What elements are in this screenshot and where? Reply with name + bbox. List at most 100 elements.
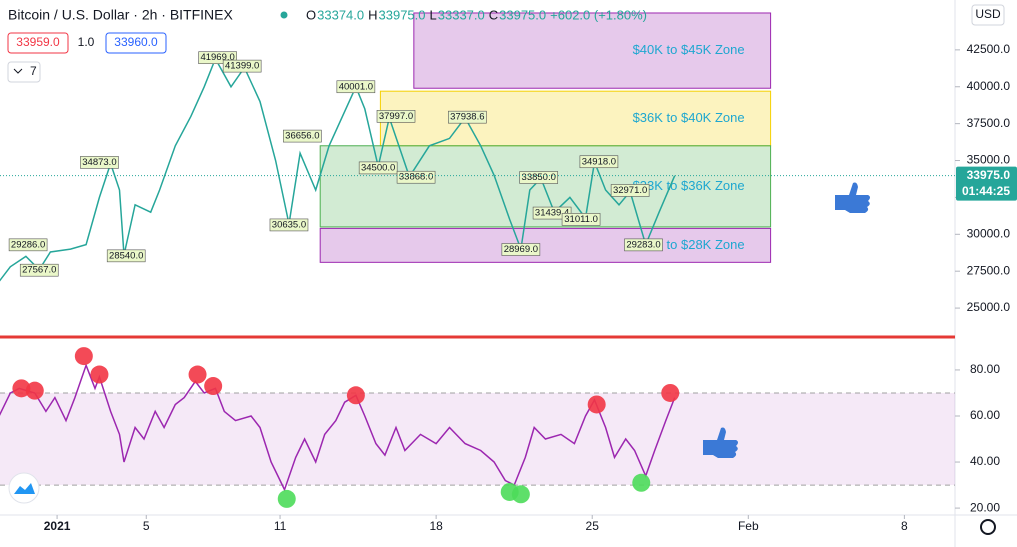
axes: 25000.027500.030000.032500.035000.037500… bbox=[44, 42, 1017, 533]
price-callout bbox=[283, 129, 322, 143]
currency[interactable]: USD bbox=[975, 7, 1001, 21]
signal-dot bbox=[25, 381, 44, 400]
signal-dot bbox=[74, 347, 93, 366]
price-callout bbox=[269, 218, 309, 232]
price-callout bbox=[336, 80, 376, 94]
price-callout-label: 29286.0 bbox=[11, 239, 45, 250]
zones: $40K to $45K Zone $36K to $40K Zone $33K t… bbox=[319, 12, 772, 263]
zone bbox=[319, 227, 772, 263]
symbol-title: Bitcoin / U.S. Dollar · 2h · BITFINEX bbox=[8, 7, 233, 23]
signal-dot bbox=[346, 386, 365, 405]
signal-dot bbox=[204, 377, 223, 396]
price-callout bbox=[222, 59, 262, 73]
sell-price[interactable]: 33959.0 bbox=[16, 35, 60, 49]
price-callout bbox=[579, 155, 619, 169]
price-callout bbox=[501, 243, 541, 256]
last-price-tag bbox=[956, 166, 1017, 201]
rsi-pane bbox=[0, 347, 955, 508]
price-callout-label: 40001.0 bbox=[339, 81, 373, 92]
buy-button[interactable] bbox=[105, 32, 167, 54]
price-callout bbox=[610, 184, 650, 197]
chevron bbox=[13, 68, 23, 74]
y-tick-label: 25000.0 bbox=[967, 300, 1011, 314]
price-callout bbox=[19, 263, 59, 277]
price-callout-label: 37938.6 bbox=[450, 112, 484, 123]
currency-button[interactable] bbox=[971, 4, 1005, 26]
zone-label: $33K to $36K Zone bbox=[633, 178, 745, 193]
ohlc-label: C bbox=[489, 7, 498, 22]
price-callout-label: 41969.0 bbox=[200, 52, 234, 63]
price-callout-label: 28969.0 bbox=[504, 244, 538, 255]
zone bbox=[413, 12, 772, 89]
price-callout-label: 30635.0 bbox=[272, 219, 306, 230]
ohlc-value: 33975.0 bbox=[379, 7, 426, 22]
ohlc-value: 33337.0 bbox=[438, 7, 485, 22]
price-callout-label: 31439.4 bbox=[535, 208, 569, 219]
x-tick-label: 5 bbox=[143, 519, 150, 533]
price-callout bbox=[106, 249, 146, 263]
sell-button[interactable] bbox=[7, 32, 69, 54]
signal-dot bbox=[188, 365, 207, 384]
ohlc: O 33374.0 H 33975.0 L 33337.0 C 33975.0 +602.0 (… bbox=[306, 7, 647, 22]
y-tick-label: 40000.0 bbox=[967, 79, 1011, 93]
spread: 1.0 bbox=[78, 35, 95, 49]
y-tick-label: 35000.0 bbox=[967, 153, 1011, 167]
signal-dot bbox=[12, 379, 31, 398]
settings-icon[interactable] bbox=[980, 519, 996, 535]
y-tick-label: 60.00 bbox=[970, 408, 1000, 422]
x-tick-label: 25 bbox=[586, 519, 600, 533]
status-dot bbox=[280, 11, 288, 19]
zone bbox=[379, 90, 772, 147]
buy-price[interactable]: 33960.0 bbox=[114, 35, 158, 49]
change: +602.0 (+1.80%) bbox=[550, 7, 647, 22]
hand-icon bbox=[703, 182, 870, 458]
price-callout bbox=[519, 171, 559, 184]
logo[interactable] bbox=[8, 472, 40, 504]
ohlc-value: 33975.0 bbox=[499, 7, 546, 22]
y-tick-label: 37500.0 bbox=[967, 116, 1011, 130]
x-tick-label: 18 bbox=[429, 519, 443, 533]
x-tick-label: 2021 bbox=[44, 519, 71, 533]
price-callout bbox=[624, 238, 663, 252]
price-callout bbox=[532, 206, 572, 220]
indicators-count[interactable]: 7 bbox=[30, 64, 37, 78]
price-callout bbox=[561, 213, 601, 226]
price-callout-label: 37997.0 bbox=[379, 111, 413, 122]
price-callout-label: 31011.0 bbox=[564, 214, 598, 225]
price-callout-label: 41399.0 bbox=[225, 61, 259, 72]
y-tick-label: 20.00 bbox=[970, 500, 1000, 514]
zone-label: $36K to $40K Zone bbox=[633, 110, 745, 125]
last-price-label: 33975.0 bbox=[967, 168, 1011, 182]
y-tick-label: 80.00 bbox=[970, 362, 1000, 376]
price-callout-label: 32971.0 bbox=[613, 185, 647, 196]
price-callout-label: 34873.0 bbox=[82, 157, 116, 168]
price-callout bbox=[80, 156, 119, 169]
signal-dot bbox=[632, 473, 651, 492]
y-tick-label: 42500.0 bbox=[967, 42, 1011, 56]
price-callout-label: 27567.0 bbox=[22, 265, 56, 276]
price-callout bbox=[376, 110, 416, 123]
countdown: 01:44:25 bbox=[962, 184, 1010, 198]
y-tick-label: 27500.0 bbox=[967, 263, 1011, 277]
price-callout-label: 33868.0 bbox=[399, 172, 433, 183]
price-callout-label: 33850.0 bbox=[522, 172, 556, 183]
indicators-toggle[interactable] bbox=[7, 61, 41, 83]
x-tick-label: Feb bbox=[738, 519, 759, 533]
price-callout-label: 28540.0 bbox=[109, 250, 143, 261]
price-callout bbox=[358, 161, 398, 175]
price-callout-label: 34918.0 bbox=[582, 156, 616, 167]
zone-label: $40K to $45K Zone bbox=[633, 42, 745, 57]
x-tick-label: 11 bbox=[274, 519, 287, 533]
signal-dot bbox=[90, 365, 109, 384]
price-callout-label: 34500.0 bbox=[361, 162, 395, 173]
y-tick-label: 40.00 bbox=[970, 454, 1000, 468]
series-line bbox=[0, 363, 676, 492]
price-callout-label: 29283.0 bbox=[626, 239, 660, 250]
rsi-band bbox=[0, 392, 955, 486]
ohlc-label: O bbox=[306, 7, 316, 22]
y-tick-label: 30000.0 bbox=[967, 226, 1011, 240]
signal-dot bbox=[511, 485, 530, 504]
logo-mark bbox=[14, 483, 35, 494]
